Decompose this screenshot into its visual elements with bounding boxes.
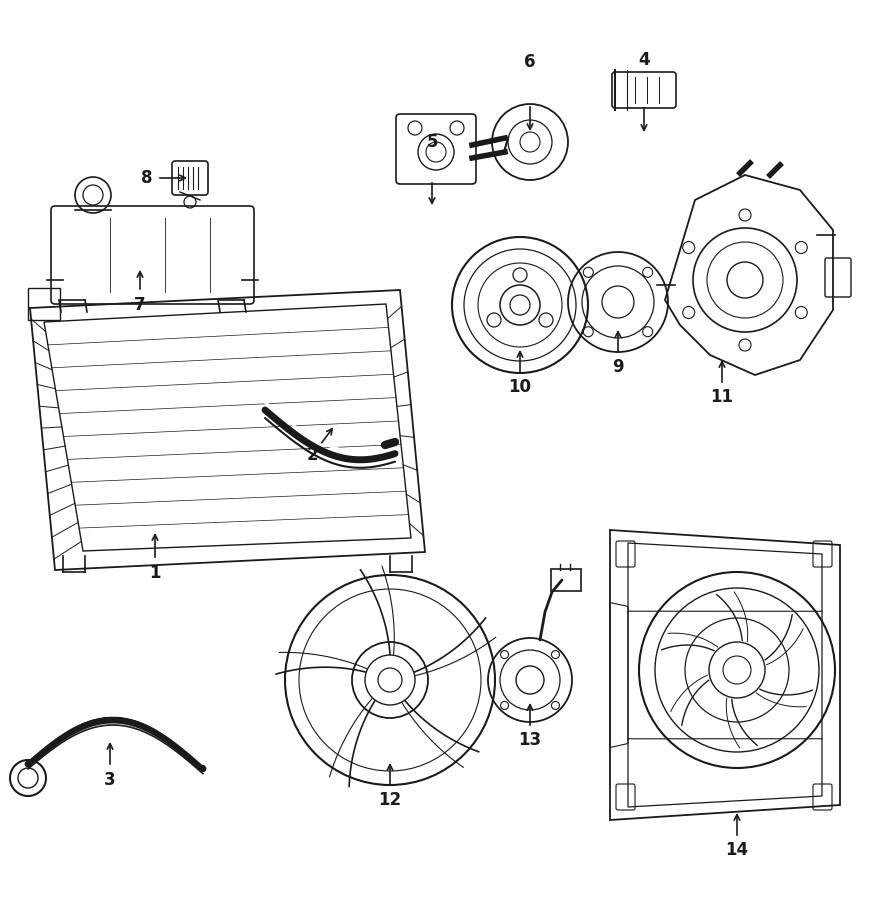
Text: 14: 14 bbox=[725, 841, 749, 859]
Text: 3: 3 bbox=[104, 771, 115, 789]
Text: 2: 2 bbox=[306, 446, 318, 464]
Text: 9: 9 bbox=[612, 358, 623, 376]
Text: 7: 7 bbox=[134, 296, 146, 314]
Text: 12: 12 bbox=[378, 791, 401, 809]
Text: 8: 8 bbox=[141, 169, 153, 187]
Text: 6: 6 bbox=[524, 53, 535, 71]
Text: 10: 10 bbox=[509, 378, 532, 396]
Text: 5: 5 bbox=[426, 133, 438, 151]
Text: 4: 4 bbox=[638, 51, 650, 69]
Text: 13: 13 bbox=[519, 731, 542, 749]
Text: 1: 1 bbox=[149, 564, 161, 582]
Text: 11: 11 bbox=[710, 388, 733, 406]
